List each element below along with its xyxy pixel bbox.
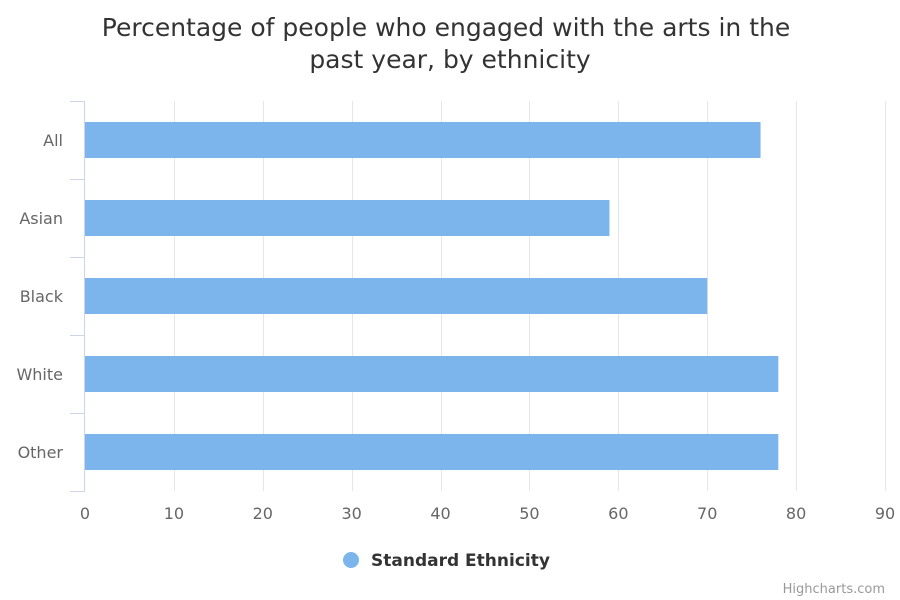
x-tick-label: 10 [164, 504, 184, 523]
credits[interactable]: Highcharts.com [783, 582, 885, 597]
x-tick-label: 0 [80, 504, 90, 523]
x-tick-label: 70 [697, 504, 717, 523]
axis-labels: 0 10 20 30 40 50 60 70 80 90 All Asian Black White Oth… [16, 131, 895, 523]
x-tick-label: 80 [786, 504, 806, 523]
bar-asian[interactable] [85, 200, 610, 236]
x-tick-label: 20 [253, 504, 273, 523]
x-tick-label: 90 [875, 504, 895, 523]
x-tick-label: 60 [608, 504, 628, 523]
x-tick-label: 30 [341, 504, 361, 523]
bar-white[interactable] [85, 356, 779, 392]
bars [85, 122, 779, 470]
chart-title-line-1: Percentage of people who engaged with th… [102, 13, 790, 42]
y-tick-label: White [16, 365, 63, 384]
legend[interactable]: Standard Ethnicity [343, 551, 550, 571]
bar-black[interactable] [85, 278, 708, 314]
y-tick-label: Black [20, 287, 64, 306]
x-tick-label: 50 [519, 504, 539, 523]
bar-other[interactable] [85, 434, 779, 470]
y-tick-label: Asian [19, 209, 63, 228]
legend-marker[interactable] [343, 552, 359, 568]
category-axis [70, 101, 85, 492]
chart-title-line-2: past year, by ethnicity [309, 45, 591, 74]
y-tick-label: All [43, 131, 63, 150]
x-tick-label: 40 [430, 504, 450, 523]
chart-title: Percentage of people who engaged with th… [102, 13, 798, 74]
bar-all[interactable] [85, 122, 761, 158]
y-tick-label: Other [18, 443, 64, 462]
legend-label[interactable]: Standard Ethnicity [371, 551, 550, 571]
